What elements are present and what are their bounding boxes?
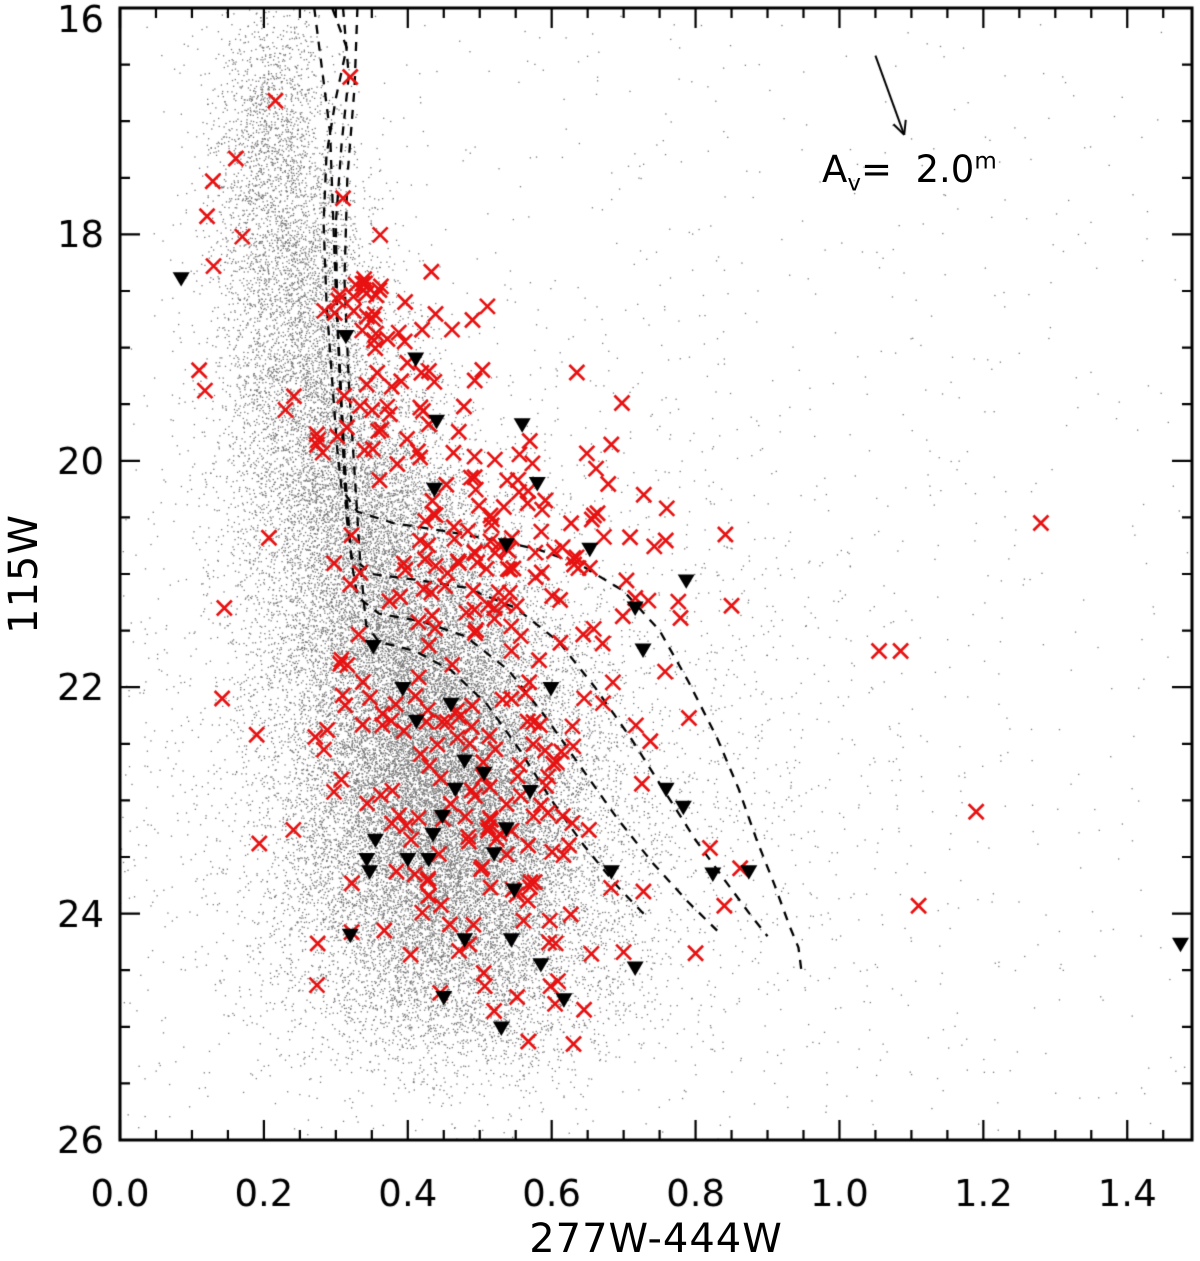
y-axis-label: 115W (1, 514, 47, 634)
annotation-value: = 2.0 (860, 148, 975, 191)
reddening-vector-label: Av= 2.0m (822, 148, 997, 196)
x-axis-label: 277W-444W (529, 1216, 783, 1261)
annotation-superscript: m (974, 148, 997, 175)
annotation-subscript: v (847, 170, 861, 197)
annotation-base: A (822, 148, 848, 191)
